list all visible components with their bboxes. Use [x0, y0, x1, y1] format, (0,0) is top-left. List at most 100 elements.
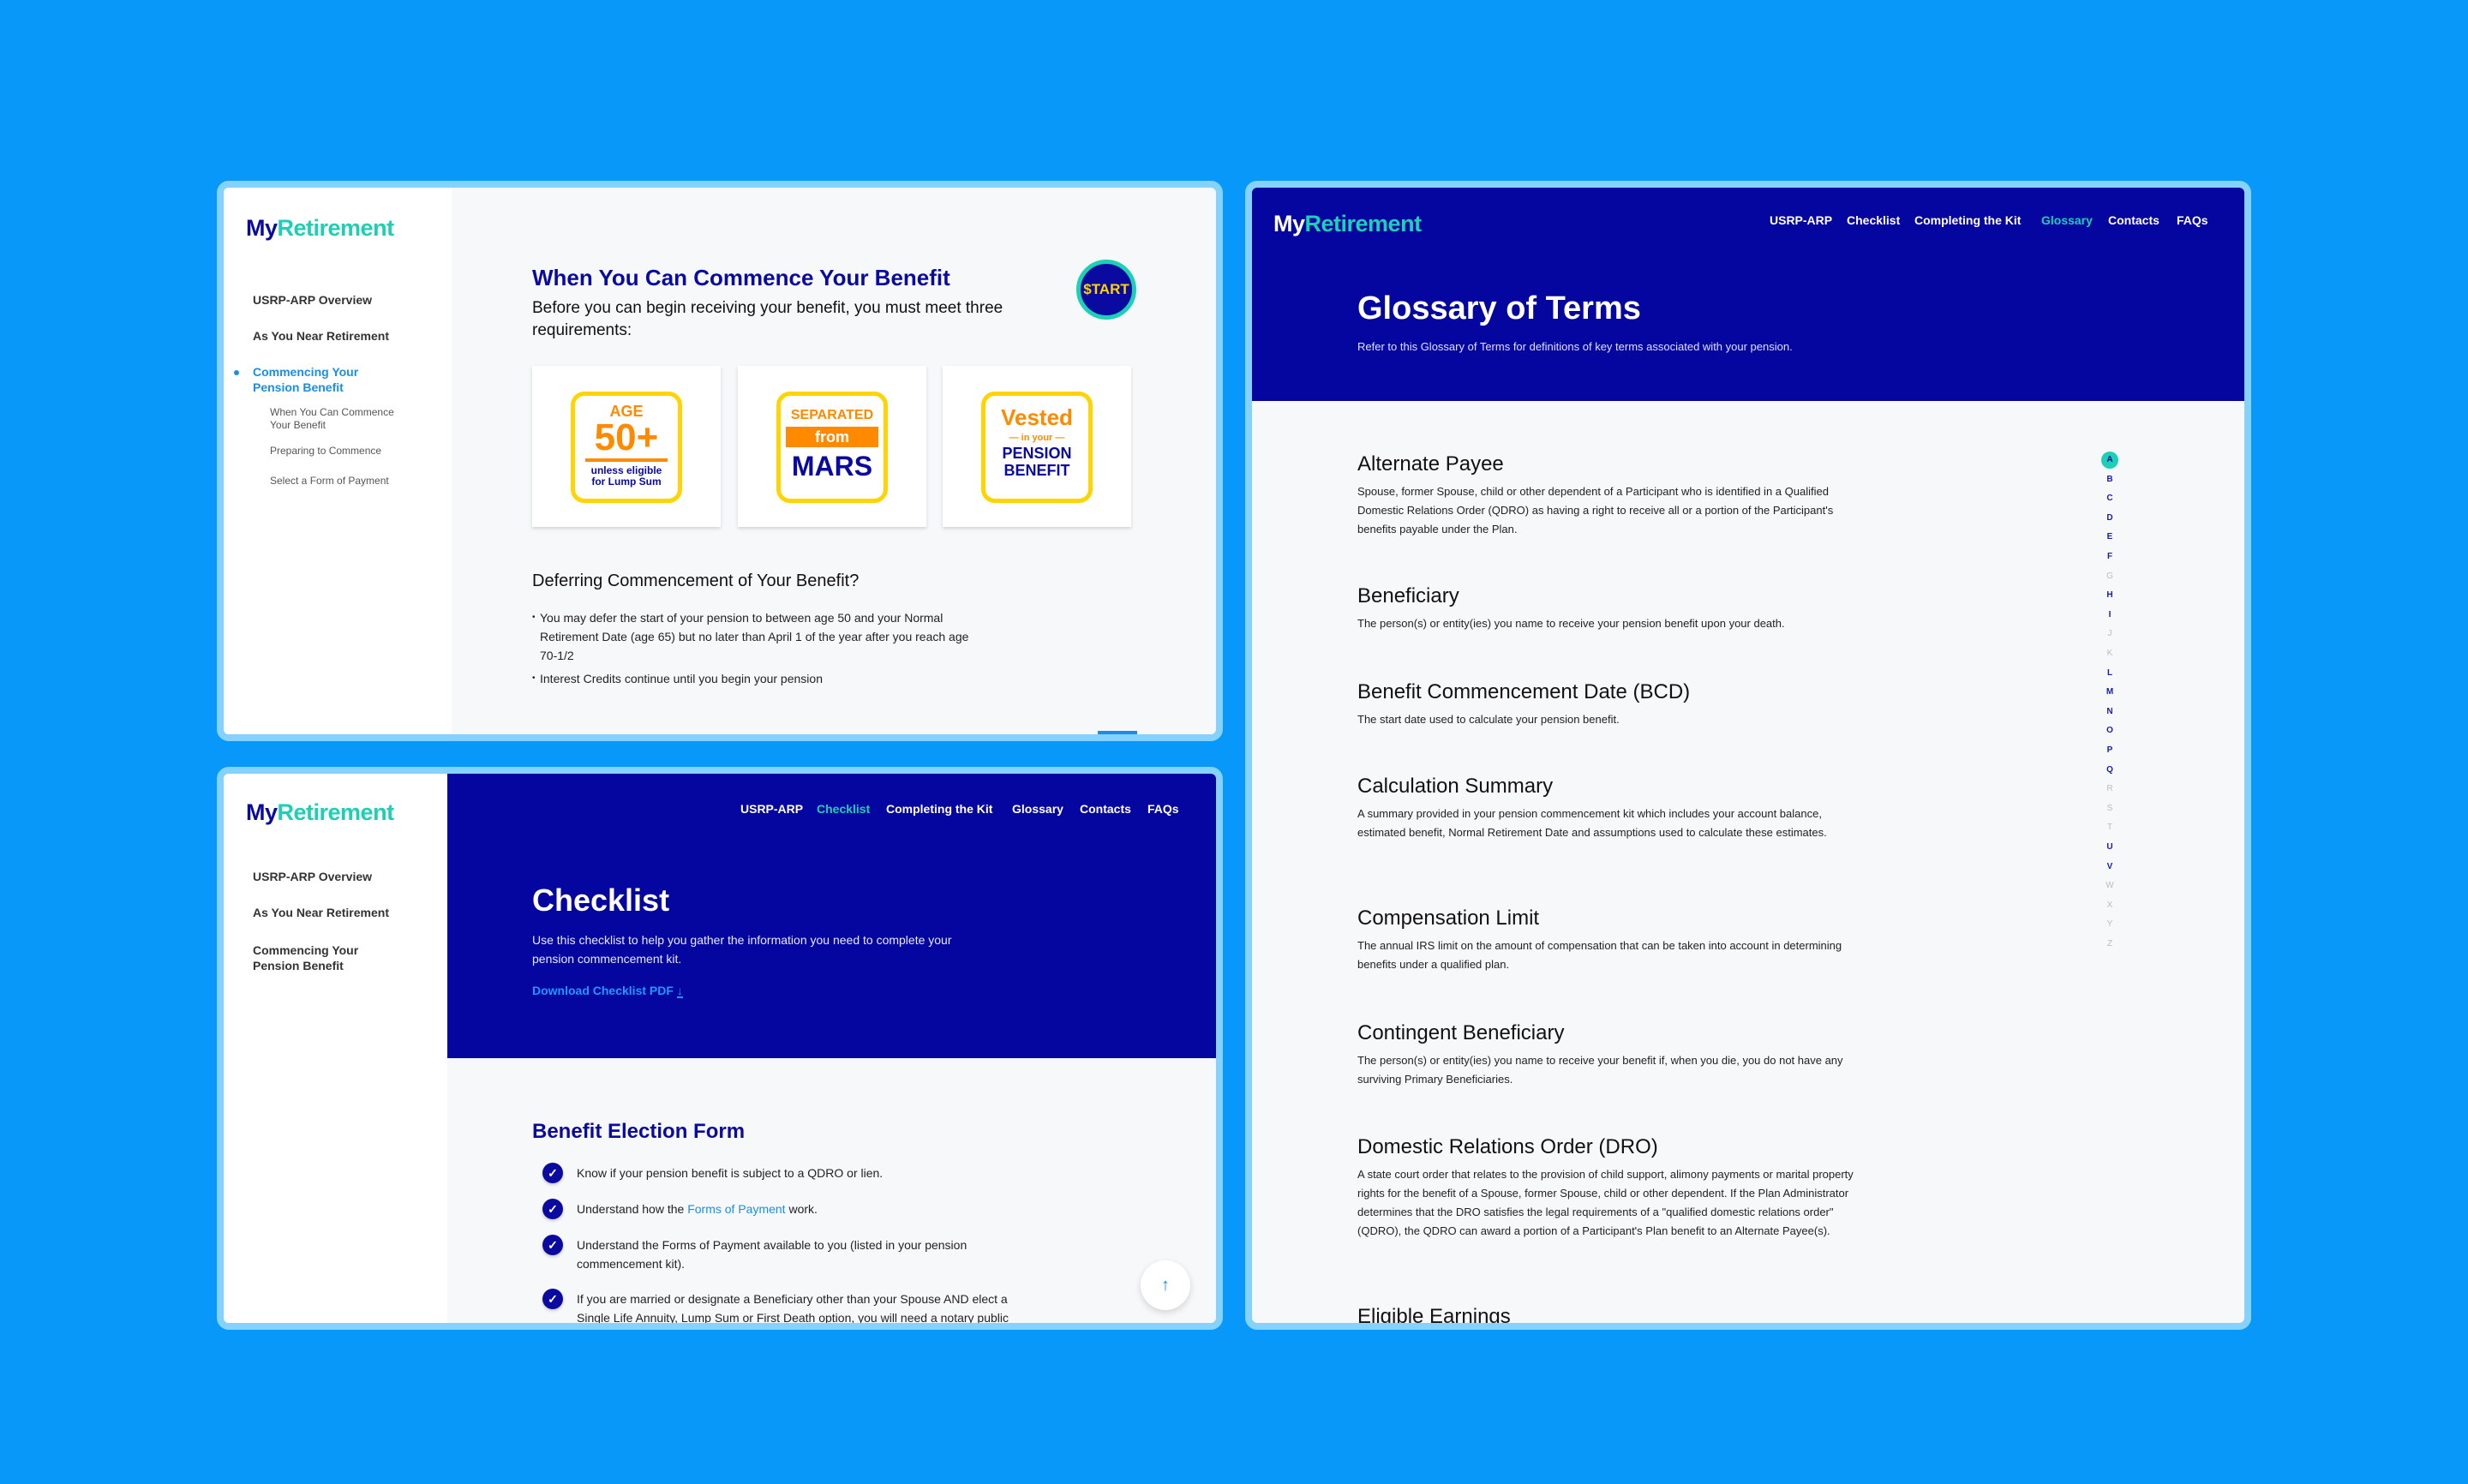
sidebar-item-commencing[interactable]: Commencing Your Pension Benefit — [253, 943, 359, 972]
checklist-panel: MyRetirement USRP-ARP Overview As You Ne… — [217, 767, 1223, 1330]
requirement-card-age: AGE 50+ unless eligible for Lump Sum — [532, 366, 721, 527]
logo[interactable]: MyRetirement — [246, 215, 394, 242]
page-title: Checklist — [532, 883, 670, 918]
item-text: Know if your pension benefit is subject … — [577, 1166, 884, 1180]
glossary-term: Domestic Relations Order (DRO) A state co… — [1357, 1134, 1872, 1241]
alphabet-letter-p[interactable]: P — [2106, 745, 2113, 755]
term-title: Compensation Limit — [1357, 907, 1540, 930]
glossary-term: Calculation Summary A summary provided in… — [1357, 774, 1872, 842]
glossary-term: Beneficiary The person(s) or entity(ies) … — [1357, 583, 1872, 633]
link-label: Download Checklist PDF — [532, 984, 674, 997]
checklist-item: ✓ If you are married or designate a Benef… — [542, 1289, 1022, 1323]
hero-banner: USRP-ARP Checklist Completing the Kit Gl… — [447, 774, 1216, 1058]
alphabet-letter-e[interactable]: E — [2106, 532, 2113, 542]
sidebar-item-near-retirement[interactable]: As You Near Retirement — [253, 329, 389, 343]
term-definition: The person(s) or entity(ies) you name to… — [1357, 1054, 1843, 1086]
defer-heading: Deferring Commencement of Your Benefit? — [532, 571, 860, 590]
nav-glossary[interactable]: Glossary — [2041, 213, 2093, 227]
logo-retirement: Retirement — [277, 215, 395, 241]
sidebar: MyRetirement USRP-ARP Overview As You Ne… — [224, 188, 452, 734]
alphabet-letter-v[interactable]: V — [2106, 861, 2113, 871]
checklist-item: ✓ Understand the Forms of Payment availab… — [542, 1235, 1022, 1273]
age-badge: AGE 50+ unless eligible for Lump Sum — [571, 392, 682, 503]
nav-faqs[interactable]: FAQs — [1147, 802, 1179, 816]
badge-text: from — [786, 427, 878, 447]
alphabet-letter-r: R — [2106, 784, 2113, 794]
term-title: Beneficiary — [1357, 584, 1459, 607]
nav-usrp-arp[interactable]: USRP-ARP — [740, 802, 804, 816]
section-title: Benefit Election Form — [532, 1120, 746, 1143]
logo-retirement: Retirement — [277, 799, 395, 825]
commence-panel: MyRetirement USRP-ARP Overview As You Ne… — [217, 181, 1223, 741]
alphabet-letter-f[interactable]: F — [2106, 552, 2113, 561]
sidebar-item-overview[interactable]: USRP-ARP Overview — [253, 870, 373, 883]
term-definition: A state court order that relates to the … — [1357, 1168, 1854, 1237]
page-subtitle: Refer to this Glossary of Terms for defi… — [1357, 340, 1793, 353]
sidebar-subitem-when[interactable]: When You Can Commence Your Benefit — [270, 406, 394, 431]
badge-text: SEPARATED — [790, 408, 874, 422]
alphabet-letter-n[interactable]: N — [2106, 706, 2113, 716]
term-title: Domestic Relations Order (DRO) — [1357, 1135, 1658, 1158]
badge-text: 50+ — [594, 416, 659, 458]
divider — [585, 458, 668, 462]
item-text: work. — [785, 1202, 818, 1216]
alphabet-letter-a[interactable]: A — [2101, 452, 2118, 469]
nav-completing-kit[interactable]: Completing the Kit — [886, 802, 993, 816]
alphabet-letter-s: S — [2106, 803, 2113, 813]
active-dot — [234, 370, 239, 375]
logo-my: My — [246, 799, 278, 825]
glossary-term: Compensation Limit The annual IRS limit o… — [1357, 906, 1872, 974]
sidebar-subitem-payment[interactable]: Select a Form of Payment — [270, 475, 389, 487]
alphabet-letter-u[interactable]: U — [2106, 842, 2113, 852]
nav-checklist[interactable]: Checklist — [817, 802, 871, 816]
item-text: Understand the Forms of Payment availabl… — [577, 1238, 967, 1271]
glossary-header: MyRetirement USRP-ARP Checklist Completi… — [1252, 188, 2244, 401]
glossary-term: Eligible Earnings — [1357, 1304, 1872, 1323]
sidebar-item-commencing[interactable]: Commencing Your Pension Benefit — [234, 364, 373, 395]
sidebar-item-label: Commencing Your Pension Benefit — [253, 365, 359, 394]
requirement-card-vested: Vested — in your — PENSION BENEFIT — [943, 366, 1131, 527]
nav-contacts[interactable]: Contacts — [1080, 802, 1131, 816]
separated-badge: SEPARATED from MARS — [776, 392, 888, 503]
page-title: When You Can Commence Your Benefit — [532, 265, 950, 290]
alphabet-letter-c[interactable]: C — [2106, 494, 2113, 504]
checklist-item: ✓ Understand how the Forms of Payment wor… — [542, 1199, 1022, 1219]
nav-usrp-arp[interactable]: USRP-ARP — [1770, 213, 1833, 227]
term-title: Benefit Commencement Date (BCD) — [1357, 680, 1691, 703]
nav-completing-kit[interactable]: Completing the Kit — [1914, 213, 2022, 227]
alphabet-letter-l[interactable]: L — [2106, 667, 2113, 678]
badge-text: MARS — [791, 451, 873, 482]
alphabet-letter-m[interactable]: M — [2106, 687, 2114, 697]
alphabet-letter-k: K — [2106, 649, 2113, 658]
download-pdf-link[interactable]: Download Checklist PDF ↓ — [532, 984, 683, 998]
sidebar: MyRetirement USRP-ARP Overview As You Ne… — [224, 774, 447, 1323]
logo[interactable]: MyRetirement — [1273, 211, 1422, 237]
forms-of-payment-link[interactable]: Forms of Payment — [687, 1202, 786, 1216]
glossary-panel: MyRetirement USRP-ARP Checklist Completi… — [1245, 181, 2251, 1330]
nav-glossary[interactable]: Glossary — [1012, 802, 1063, 816]
term-title: Alternate Payee — [1357, 452, 1504, 476]
intro-text: Before you can begin receiving your bene… — [532, 299, 1003, 339]
bullet-item: Interest Credits continue until you begi… — [532, 669, 978, 688]
bullet-item: You may defer the start of your pension … — [532, 608, 978, 665]
alphabet-letter-q[interactable]: Q — [2106, 764, 2113, 775]
alphabet-letter-i[interactable]: I — [2108, 609, 2112, 619]
sidebar-subitem-preparing[interactable]: Preparing to Commence — [270, 445, 382, 457]
scroll-indicator — [1098, 731, 1137, 734]
nav-contacts[interactable]: Contacts — [2108, 213, 2160, 227]
nav-faqs[interactable]: FAQs — [2177, 213, 2208, 227]
sidebar-item-overview[interactable]: USRP-ARP Overview — [253, 293, 373, 307]
alphabet-letter-h[interactable]: H — [2106, 590, 2113, 601]
alphabet-letter-d[interactable]: D — [2106, 512, 2113, 523]
term-definition: The start date used to calculate your pe… — [1357, 713, 1620, 726]
scroll-to-top-button[interactable]: ↑ — [1141, 1260, 1190, 1310]
term-definition: Spouse, former Spouse, child or other de… — [1357, 485, 1834, 536]
logo[interactable]: MyRetirement — [246, 799, 394, 826]
term-definition: The annual IRS limit on the amount of co… — [1357, 939, 1842, 971]
alphabet-letter-o[interactable]: O — [2106, 726, 2113, 736]
sidebar-item-near-retirement[interactable]: As You Near Retirement — [253, 906, 389, 919]
alphabet-letter-w: W — [2106, 881, 2114, 891]
logo-retirement: Retirement — [1304, 211, 1423, 236]
alphabet-letter-b[interactable]: B — [2106, 474, 2113, 484]
nav-checklist[interactable]: Checklist — [1847, 213, 1901, 227]
